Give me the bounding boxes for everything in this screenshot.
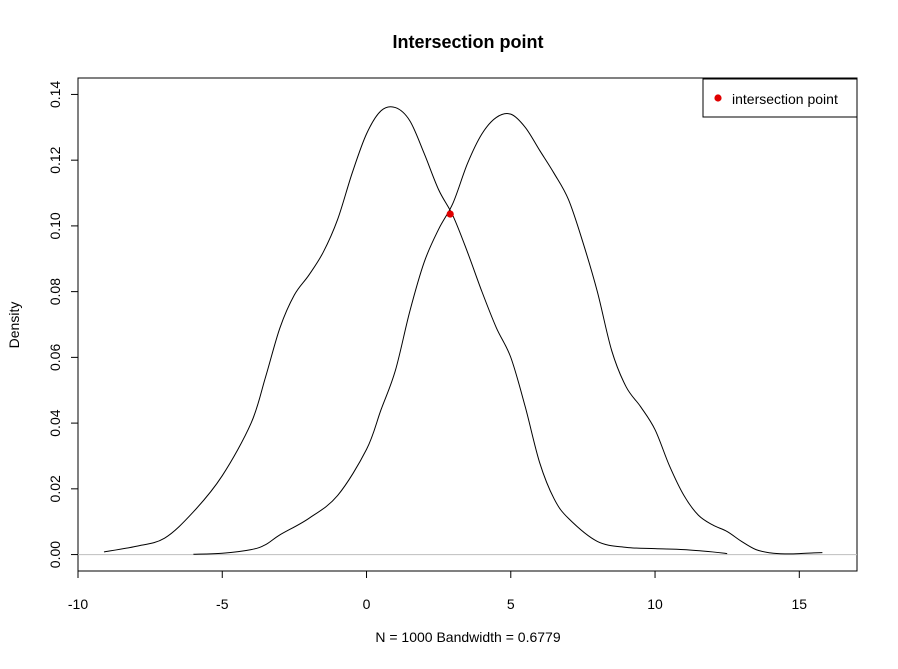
x-axis: -10 -5 0 5 10 15	[68, 570, 808, 612]
y-axis-label: Density	[6, 302, 22, 349]
chart-title: Intersection point	[392, 32, 543, 52]
x-tick-label: -5	[216, 596, 229, 612]
y-tick-label: 0.00	[47, 541, 63, 568]
y-tick-label: 0.02	[47, 475, 63, 502]
y-tick-label: 0.10	[47, 212, 63, 239]
y-tick-label: 0.04	[47, 409, 63, 436]
legend-label: intersection point	[732, 91, 838, 107]
intersection-markers	[446, 210, 454, 218]
y-tick-label: 0.08	[47, 278, 63, 305]
y-tick-label: 0.06	[47, 344, 63, 371]
legend-box	[702, 78, 858, 118]
x-tick-label: 0	[363, 596, 371, 612]
y-tick-label: 0.14	[47, 81, 63, 108]
density-curve-1	[103, 106, 728, 555]
plot-frame	[77, 77, 858, 572]
x-tick-label: 5	[507, 596, 515, 612]
x-axis-label: N = 1000 Bandwidth = 0.6779	[375, 629, 560, 645]
intersection-point	[446, 210, 454, 218]
legend-marker	[714, 94, 722, 102]
x-tick-label: -10	[68, 596, 88, 612]
x-tick-label: 15	[792, 596, 808, 612]
legend: intersection point	[702, 78, 858, 118]
y-axis: 0.00 0.02 0.04 0.06 0.08 0.10 0.12 0.14	[47, 81, 79, 568]
x-tick-label: 10	[647, 596, 663, 612]
y-tick-label: 0.12	[47, 146, 63, 173]
density-curves	[103, 106, 823, 555]
density-curve-2	[193, 113, 823, 555]
